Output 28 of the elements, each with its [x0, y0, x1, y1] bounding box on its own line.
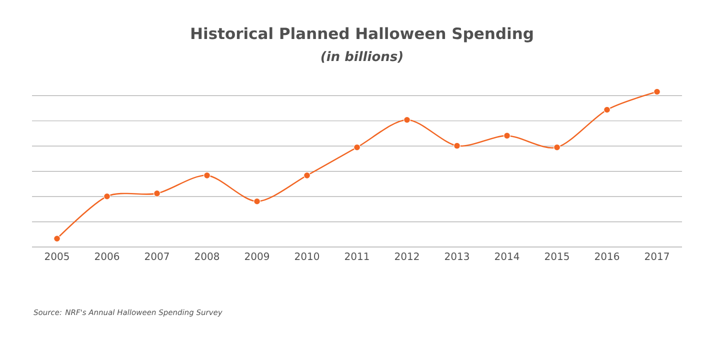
x-tick-label: 2005: [45, 252, 69, 260]
x-tick-label: 2013: [445, 252, 469, 260]
point: [154, 190, 160, 197]
point: [204, 172, 210, 179]
chart-title: Historical Planned Halloween Spending: [191, 27, 533, 42]
point: [554, 144, 560, 151]
point: [354, 144, 360, 151]
x-tick-label: 2016: [595, 252, 620, 260]
point: [504, 132, 510, 140]
x-tick-label: 2008: [195, 252, 220, 260]
x-tick-label: 2009: [245, 252, 270, 260]
x-tick-label: 2014: [495, 252, 520, 260]
point: [104, 192, 110, 200]
chart-subtitle: (in billions): [321, 51, 402, 63]
point: [654, 88, 660, 96]
x-tick-label: 2011: [345, 252, 369, 260]
x-tick-label: 2006: [95, 252, 120, 260]
x-tick-label: 2010: [295, 252, 320, 260]
point: [604, 106, 610, 114]
point: [454, 142, 460, 150]
x-tick-label: 2017: [645, 252, 669, 260]
x-tick-label: 2015: [545, 252, 569, 260]
point: [404, 116, 410, 124]
x-tick-label: 2007: [145, 252, 169, 260]
point: [304, 172, 310, 179]
x-tick-label: 2012: [395, 252, 419, 260]
point: [254, 198, 260, 205]
point: [54, 235, 60, 242]
